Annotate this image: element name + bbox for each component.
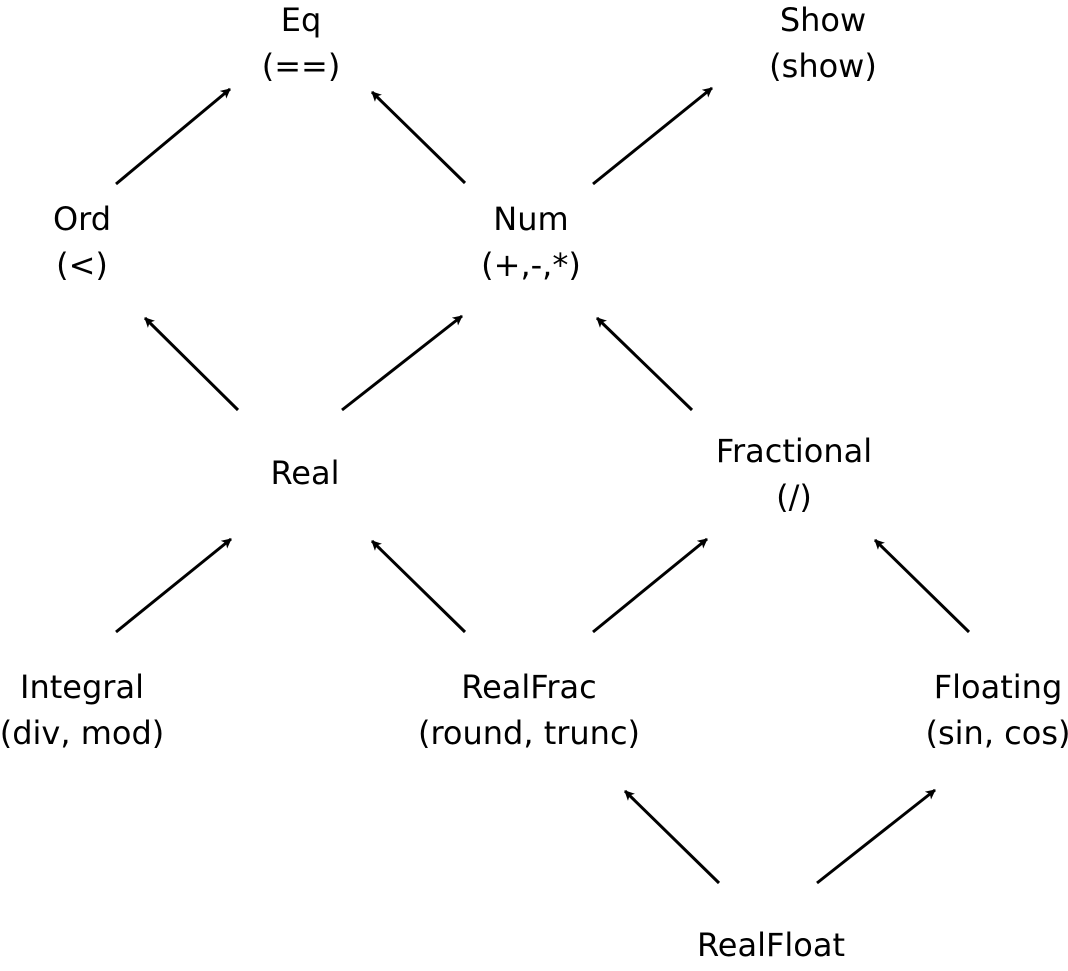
node-fractional: Fractional (/) <box>716 428 872 520</box>
node-ops: (/) <box>776 478 812 516</box>
arrow-real-to-num <box>341 314 463 412</box>
node-num: Num (+,-,*) <box>481 196 581 288</box>
node-name: Eq <box>280 1 322 39</box>
arrow-floating-to-fractional <box>873 538 971 634</box>
node-eq: Eq (==) <box>262 0 341 89</box>
node-integral: Integral (div, mod) <box>0 664 164 756</box>
node-realfloat: RealFloat <box>697 922 845 968</box>
arrow-integral-to-real <box>115 537 232 634</box>
node-name: Show <box>779 1 867 39</box>
node-name: RealFloat <box>696 926 846 964</box>
arrow-real-to-ord <box>143 316 240 412</box>
node-realfrac: RealFrac (round, trunc) <box>418 664 640 756</box>
node-name: Integral <box>20 668 144 706</box>
arrow-ord-to-eq <box>115 87 231 186</box>
node-ord: Ord (<) <box>53 196 111 288</box>
node-ops: (round, trunc) <box>417 714 641 752</box>
node-ops: (+,-,*) <box>481 246 581 284</box>
node-show: Show (show) <box>769 0 877 89</box>
node-real: Real <box>271 450 340 496</box>
node-name: Real <box>270 454 340 492</box>
arrow-realfrac-to-fractional <box>592 537 708 634</box>
node-name: Ord <box>52 200 112 238</box>
arrow-num-to-show <box>592 86 713 186</box>
arrow-num-to-eq <box>370 90 467 185</box>
node-ops: (sin, cos) <box>925 714 1068 752</box>
node-name: Num <box>493 200 569 238</box>
node-floating: Floating (sin, cos) <box>926 664 1068 756</box>
arrow-fractional-to-num <box>595 316 694 412</box>
node-name: RealFrac <box>461 668 597 706</box>
node-name: Fractional <box>715 432 873 470</box>
node-name: Floating <box>933 668 1063 706</box>
node-ops: (show) <box>769 47 877 85</box>
arrow-realfrac-to-real <box>370 539 467 634</box>
arrow-realfloat-to-floating <box>816 788 936 885</box>
node-ops: (==) <box>261 47 341 85</box>
arrow-realfloat-to-realfrac <box>623 789 721 885</box>
node-ops: (<) <box>56 246 108 284</box>
node-ops: (div, mod) <box>0 714 165 752</box>
